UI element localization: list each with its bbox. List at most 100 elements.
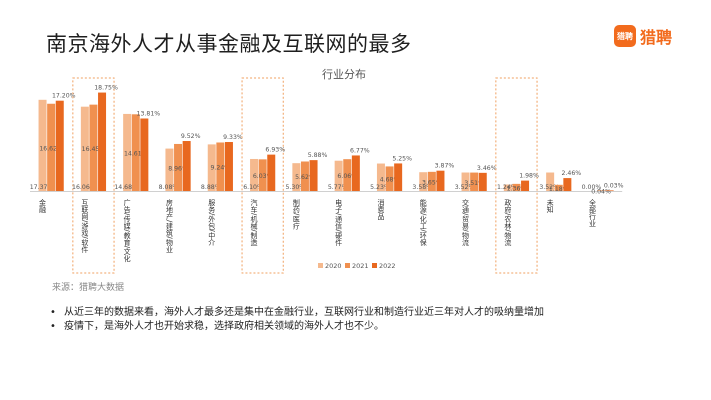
bar-2021 — [597, 190, 606, 191]
legend-label: 2021 — [352, 262, 369, 270]
data-label: 0.00% — [582, 184, 602, 191]
category-label: 汽车/机械/制造 — [250, 198, 258, 247]
legend-swatch-2020 — [318, 263, 323, 268]
data-label: 5.88% — [308, 152, 328, 159]
bar-2022 — [182, 141, 191, 191]
bar-2020 — [80, 106, 89, 191]
category-label: 互联网/游戏/软件 — [81, 199, 89, 254]
bar-2020 — [334, 160, 343, 191]
bar-2020 — [419, 172, 428, 191]
category-label: 金融 — [39, 198, 47, 214]
bar-2020 — [165, 148, 174, 191]
bar-2022 — [436, 170, 445, 191]
liepin-logo-text: 猎聘 — [640, 28, 673, 47]
data-label: 6.03% — [253, 173, 273, 180]
data-label: 5.77% — [328, 184, 348, 191]
data-label: 3.46% — [477, 165, 497, 172]
data-label: 5.25% — [392, 155, 412, 162]
data-label: 17.20% — [52, 93, 76, 100]
bar-2022 — [98, 92, 107, 191]
bar-2021 — [216, 142, 225, 191]
highlight-box — [495, 77, 538, 274]
bar-2021 — [258, 159, 267, 191]
bar-2022 — [351, 155, 360, 191]
bar-2020 — [38, 99, 47, 191]
data-label: 1.36% — [507, 185, 527, 192]
data-label: 3.51% — [464, 180, 484, 187]
data-label: 3.58% — [412, 184, 432, 191]
data-label: 16.45% — [82, 146, 106, 153]
data-label: 4.68% — [380, 177, 400, 184]
liepin-logo: 猎聘 猎聘 — [614, 24, 672, 48]
category-label: 未知 — [546, 198, 554, 214]
category-label: 交通/贸易/物流 — [462, 198, 470, 247]
bar-2020 — [123, 113, 132, 191]
bar-2021 — [300, 161, 309, 191]
data-label: 14.68% — [114, 184, 138, 191]
data-label: 9.52% — [181, 133, 201, 140]
category-label: 广告/传媒/教育/文化 — [123, 198, 131, 263]
source-note: 来源：猎聘大数据 — [52, 283, 125, 293]
category-label: 房地产/建筑/物业 — [165, 198, 173, 253]
bar-2020 — [461, 172, 470, 191]
bar-2022 — [605, 190, 614, 191]
bar-2020 — [250, 158, 259, 191]
bar-2022 — [140, 118, 149, 191]
bar-2021 — [427, 171, 436, 191]
data-label: 1.98% — [519, 173, 539, 180]
data-label: 5.30% — [286, 184, 306, 191]
data-label: 16.06% — [72, 184, 96, 191]
legend-label: 2020 — [325, 262, 342, 270]
bar-2020 — [207, 144, 216, 191]
category-label: 制药/医疗 — [292, 198, 300, 230]
bar-2020 — [546, 172, 555, 191]
category-label: 服务/外包/中介 — [208, 199, 216, 246]
data-label: 0.03% — [604, 182, 624, 189]
bar-2021 — [131, 114, 140, 191]
data-label: 0.04% — [591, 189, 611, 196]
bar-2020 — [503, 184, 512, 191]
data-label: 1.18% — [549, 186, 569, 193]
bar-2021 — [512, 183, 521, 191]
notes-list: 从近三年的数据来看，海外人才最多还是集中在金融行业，互联网行业和制造行业近三年对… — [50, 306, 544, 334]
bar-2021 — [89, 104, 98, 191]
data-label: 5.62% — [295, 174, 315, 181]
bar-2020 — [292, 163, 301, 191]
data-label: 3.52% — [539, 184, 559, 191]
data-label: 8.08% — [159, 184, 179, 191]
bar-2022 — [478, 172, 487, 191]
data-label: 8.96% — [168, 165, 188, 172]
bar-2022 — [521, 180, 530, 191]
data-label: 3.52% — [455, 184, 475, 191]
data-label: 1.24% — [497, 184, 517, 191]
legend-swatch-2021 — [345, 263, 350, 268]
bar-2021 — [174, 143, 183, 191]
bar-2022 — [55, 100, 64, 191]
bar-2021 — [47, 103, 56, 191]
bar-2022 — [394, 163, 403, 191]
bar-2020 — [376, 163, 385, 191]
note-item: 从近三年的数据来看，海外人才最多还是集中在金融行业，互联网行业和制造行业近三年对… — [50, 306, 544, 320]
highlight-box — [72, 77, 115, 274]
legend-swatch-2022 — [372, 263, 377, 268]
data-label: 14.61% — [124, 151, 148, 158]
data-label: 6.06% — [337, 173, 357, 180]
data-label: 6.10% — [243, 184, 263, 191]
bar-2021 — [470, 172, 479, 191]
data-label: 2.46% — [562, 170, 582, 177]
legend-label: 2022 — [379, 262, 396, 270]
bar-2022 — [224, 142, 233, 191]
data-label: 17.37% — [30, 184, 54, 191]
data-label: 6.77% — [350, 147, 370, 154]
bar-2021 — [554, 184, 563, 191]
category-label: 能源/化工/环保 — [419, 198, 427, 247]
highlight-box — [241, 77, 284, 274]
data-label: 18.75% — [94, 85, 118, 92]
bar-2022 — [309, 160, 318, 191]
data-label: 8.88% — [201, 184, 221, 191]
data-label: 3.87% — [435, 163, 455, 170]
data-label: 3.65% — [422, 179, 442, 186]
note-item: 疫情下，是海外人才也开始求稳，选择政府相关领域的海外人才也不少。 — [50, 320, 544, 334]
category-label: 政府/农林/物流 — [504, 198, 512, 247]
